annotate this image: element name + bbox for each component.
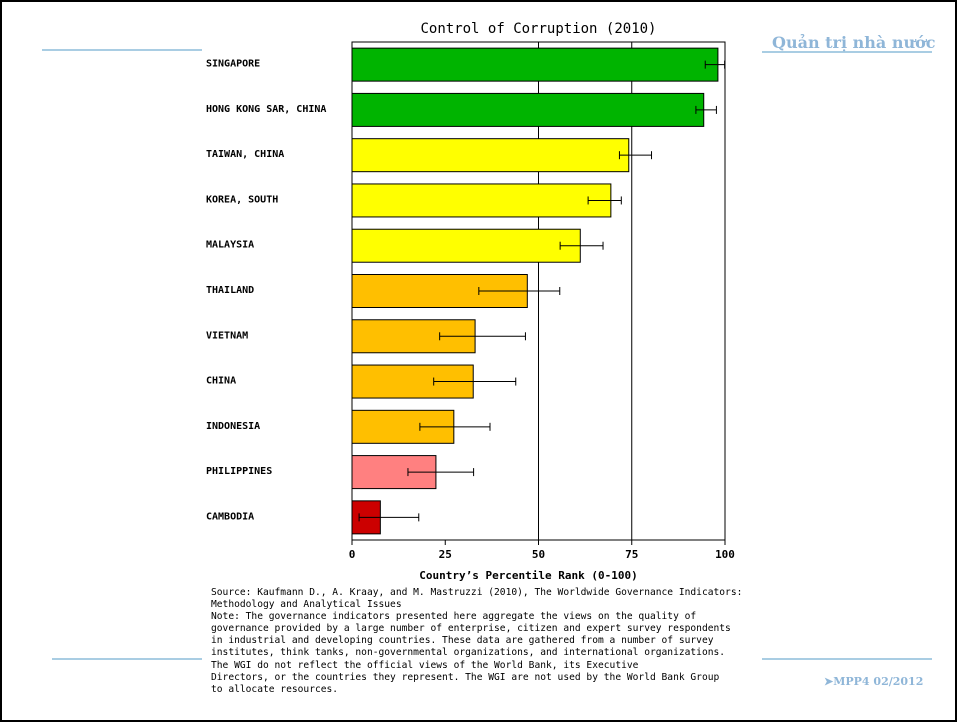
- notes-line: institutes, think tanks, non-governmenta…: [211, 647, 726, 659]
- x-tick-label: 100: [715, 548, 735, 561]
- footer-rule-left: [52, 658, 202, 660]
- category-label: KOREA, SOUTH: [206, 194, 278, 205]
- header-rule-right: [762, 51, 932, 53]
- category-label: TAIWAN, CHINA: [206, 149, 284, 160]
- source-notes: Source: Kaufmann D., A. Kraay, and M. Ma…: [211, 587, 771, 696]
- category-label: CAMBODIA: [206, 511, 254, 522]
- notes-line: Methodology and Analytical Issues: [211, 599, 402, 611]
- category-label: VIETNAM: [206, 330, 248, 341]
- category-label: PHILIPPINES: [206, 466, 272, 477]
- category-label: HONG KONG SAR, CHINA: [206, 104, 326, 115]
- notes-line: Note: The governance indicators presente…: [211, 611, 697, 623]
- footer-label: ➤MPP4 02/2012: [824, 675, 924, 688]
- x-tick-label: 50: [532, 548, 545, 561]
- bar: [351, 138, 630, 173]
- x-tick-label: 25: [439, 548, 452, 561]
- notes-line: Directors, or the countries they represe…: [211, 671, 720, 683]
- x-tick-label: 0: [349, 548, 356, 561]
- category-label: MALAYSIA: [206, 240, 254, 251]
- category-label: THAILAND: [206, 285, 254, 296]
- footer-rule-right: [762, 658, 932, 660]
- notes-line: governance provided by a large number of…: [211, 623, 731, 635]
- bar: [351, 228, 581, 263]
- notes-line: in industrial and developing countries. …: [211, 635, 714, 647]
- category-label: SINGAPORE: [206, 59, 260, 70]
- bar: [351, 47, 719, 82]
- category-label: INDONESIA: [206, 421, 260, 432]
- header-label: Quản trị nhà nước: [772, 33, 936, 52]
- bar: [351, 183, 612, 218]
- x-axis-label: Country’s Percentile Rank (0-100): [419, 569, 638, 582]
- notes-line: The WGI do not reflect the official view…: [211, 659, 639, 671]
- header-rule-left: [42, 49, 202, 51]
- chart: SINGAPORE HONG KONG SAR, CHINA TAIWAN, CHI…: [206, 21, 735, 582]
- bar: [351, 92, 705, 127]
- notes-line: to allocate resources.: [211, 683, 339, 695]
- category-label: CHINA: [206, 376, 236, 387]
- chart-title: Control of Corruption (2010): [420, 21, 656, 37]
- notes-line: Source: Kaufmann D., A. Kraay, and M. Ma…: [211, 587, 743, 598]
- x-tick-label: 75: [625, 548, 638, 561]
